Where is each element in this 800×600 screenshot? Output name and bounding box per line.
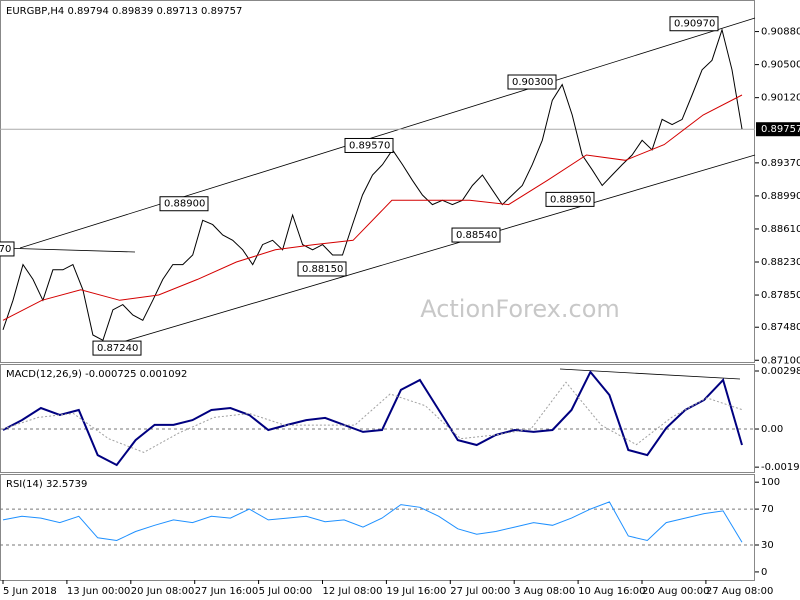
- x-tick-label: 20 Aug 00:00: [642, 586, 709, 597]
- price-label-box: [92, 340, 142, 356]
- series-line: [2, 27, 743, 342]
- y-tick-label: 30: [761, 540, 774, 551]
- y-tick-label: 0.88990: [761, 191, 800, 202]
- price-label: 0.90970: [674, 19, 715, 30]
- y-tick-label: 0.87480: [761, 322, 800, 333]
- y-tick-label: -0.00196: [761, 462, 800, 473]
- price-label: 0.88150: [302, 264, 343, 275]
- x-tick-label: 20 Jun 08:00: [131, 586, 195, 597]
- x-tick-label: 13 Jun 00:00: [67, 586, 131, 597]
- watermark: ActionForex.com: [420, 295, 620, 323]
- channel-lower: [94, 154, 756, 351]
- x-tick-label: 12 Jul 08:00: [323, 586, 383, 597]
- y-tick-label: 0.88610: [761, 224, 800, 235]
- x-tick-label: 19 Jul 16:00: [386, 586, 446, 597]
- y-tick-label: 100: [761, 477, 780, 488]
- pane-title: EURGBP,H4 0.89794 0.89839 0.89713 0.8975…: [6, 6, 242, 17]
- macd-pane: [0, 364, 755, 473]
- price-label-box: [545, 191, 595, 207]
- series-line: [2, 94, 743, 321]
- series-line: [2, 501, 743, 543]
- price-label: 0.90300: [512, 77, 553, 88]
- channel-upper: [19, 17, 756, 249]
- pane-title: MACD(12,26,9) -0.000725 0.001092: [6, 369, 187, 380]
- price-label-box: [344, 137, 394, 153]
- price-label-box: [451, 227, 501, 243]
- series-line: [2, 370, 743, 467]
- x-tick-label: 5 Jun 2018: [3, 586, 57, 597]
- price-label-box: [159, 196, 209, 212]
- y-tick-label: 0.87850: [761, 290, 800, 301]
- y-tick-label: 70: [761, 504, 774, 515]
- x-tick-label: 27 Jul 00:00: [450, 586, 510, 597]
- price-label: 0.87240: [97, 343, 138, 354]
- price-label: 0.88370: [0, 244, 11, 255]
- price-label-box: [297, 261, 347, 277]
- x-tick-label: 3 Aug 08:00: [514, 586, 575, 597]
- price-label: 0.88950: [550, 194, 591, 205]
- y-tick-label: 0: [761, 567, 767, 578]
- y-tick-label: 0.90120: [761, 93, 800, 104]
- y-tick-label: 0.89370: [761, 158, 800, 169]
- price-label-box: [0, 241, 15, 257]
- x-tick-label: 10 Aug 16:00: [578, 586, 645, 597]
- x-tick-label: 27 Jun 16:00: [195, 586, 259, 597]
- y-tick-label: 0.88230: [761, 257, 800, 268]
- rsi-pane: [0, 474, 755, 581]
- support-line: [0, 247, 136, 253]
- x-tick-label: 27 Aug 08:00: [706, 586, 773, 597]
- price-label-box: [507, 74, 557, 90]
- y-tick-label: 0.90880: [761, 27, 800, 38]
- price-label-box: [669, 16, 719, 32]
- y-tick-label: 0.002984: [761, 366, 800, 377]
- current-price-label: 0.89757: [761, 124, 800, 135]
- series-line: [2, 381, 743, 453]
- price-pane: [0, 0, 755, 363]
- y-tick-label: 0.00: [761, 424, 783, 435]
- price-label: 0.89570: [349, 140, 390, 151]
- price-label: 0.88540: [456, 230, 497, 241]
- pane-title: RSI(14) 32.5739: [6, 479, 87, 490]
- y-tick-label: 0.90500: [761, 60, 800, 71]
- current-price-box: [756, 122, 800, 137]
- x-tick-label: 5 Jul 00:00: [259, 586, 313, 597]
- y-tick-label: 0.87100: [761, 355, 800, 366]
- price-label: 0.88900: [164, 199, 205, 210]
